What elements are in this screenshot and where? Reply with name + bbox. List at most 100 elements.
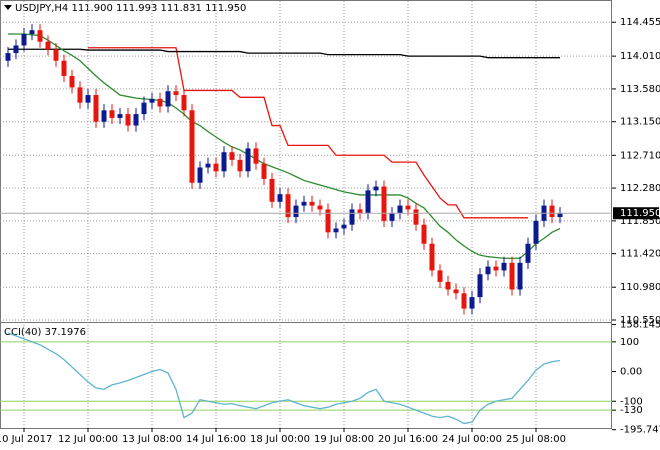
symbol-icon [4,5,12,10]
y-tick-label: 0.00 [620,367,642,378]
last-price-box [613,207,659,220]
candle-body [77,87,83,103]
y-tick-label: -100 [620,396,643,407]
x-tick-label: 10 Jul 2017 [0,434,52,445]
candle-body [133,114,139,126]
candle-body [381,186,387,221]
candle-body [357,209,363,214]
candle-body [253,148,259,164]
candle-body [21,34,27,46]
candle-body [13,45,19,54]
candle-body [141,102,147,115]
overlay-line [88,47,528,219]
candle-body [245,148,251,172]
candle-body [477,274,483,298]
candle-body [269,178,275,202]
candle-body [469,297,475,309]
candle-body [517,262,523,290]
candle-body [373,186,379,191]
candle-body [557,213,563,218]
candle-body [325,209,331,233]
candle-body [485,266,491,275]
candle-body [341,224,347,229]
candle-body [189,110,195,183]
candle-body [149,98,155,103]
candle-body [349,209,355,225]
candle-body [205,163,211,168]
candle-body [549,205,555,218]
indicator-line [7,332,561,425]
x-tick-label: 20 Jul 16:00 [378,434,438,445]
y-tick-label: 114.010 [620,51,660,62]
candle-body [117,114,123,118]
candle-body [421,224,427,244]
x-tick-label: 18 Jul 00:00 [250,434,310,445]
candle-body [509,262,515,290]
candle-body [453,289,459,294]
candle-body [389,213,395,221]
y-tick-label: 114.455 [620,17,660,28]
candle-body [493,266,499,271]
candle-body [197,167,203,183]
candle-body [525,243,531,263]
candle-body [5,53,11,61]
candle-body [285,194,291,218]
overlay-line [8,48,560,59]
y-tick-label: 111.850 [620,216,660,227]
candle-body [261,163,267,179]
candle-body [277,194,283,202]
candle-body [69,75,75,88]
candle-body [37,30,43,42]
x-tick-label: 12 Jul 00:00 [58,434,118,445]
candle-body [333,228,339,233]
candle-body [397,205,403,214]
candle-body [221,152,227,172]
candle-body [309,201,315,206]
candle-body [461,293,467,309]
candle-body [213,163,219,172]
y-tick-label: 100 [620,337,639,348]
y-tick-label: 158.1457 [620,320,660,331]
overlay-line [8,33,561,259]
x-tick-label: 25 Jul 08:00 [506,434,566,445]
candle-body [237,159,243,172]
y-tick-label: 113.580 [620,84,660,95]
candle-body [365,190,371,214]
plot-frame [0,0,612,429]
candle-body [93,95,99,122]
candle-body [109,110,115,118]
candle-body [173,91,179,96]
x-tick-label: 14 Jul 16:00 [186,434,246,445]
y-tick-label: 113.150 [620,117,660,128]
y-tick-label: 112.710 [620,150,660,161]
last-price-label: 111.950 [620,208,660,219]
candle-body [101,110,107,122]
candle-body [29,30,35,35]
y-tick-label: 110.550 [620,315,660,326]
y-tick-label: -130 [620,405,643,416]
candle-body [61,60,67,76]
candle-body [429,243,435,271]
candle-body [405,205,411,210]
candle-body [85,95,91,103]
indicator-title: CCI(40) 37.1976 [4,327,86,338]
x-tick-label: 24 Jul 00:00 [442,434,502,445]
candle-body [445,281,451,290]
x-tick-label: 19 Jul 08:00 [314,434,374,445]
candle-body [413,209,419,225]
candle-body [501,262,507,271]
candle-body [157,98,163,107]
y-tick-label: 110.980 [620,282,660,293]
chart-title: USDJPY,H4 111.900 111.993 111.831 111.95… [15,3,246,14]
candle-body [437,270,443,282]
candle-body [53,49,59,61]
candle-body [317,205,323,210]
candle-body [165,91,171,107]
x-tick-label: 13 Jul 08:00 [122,434,182,445]
candle-body [533,220,539,244]
y-tick-label: 112.280 [620,183,660,194]
y-tick-label: -195.7476 [620,425,660,436]
candle-body [229,152,235,160]
